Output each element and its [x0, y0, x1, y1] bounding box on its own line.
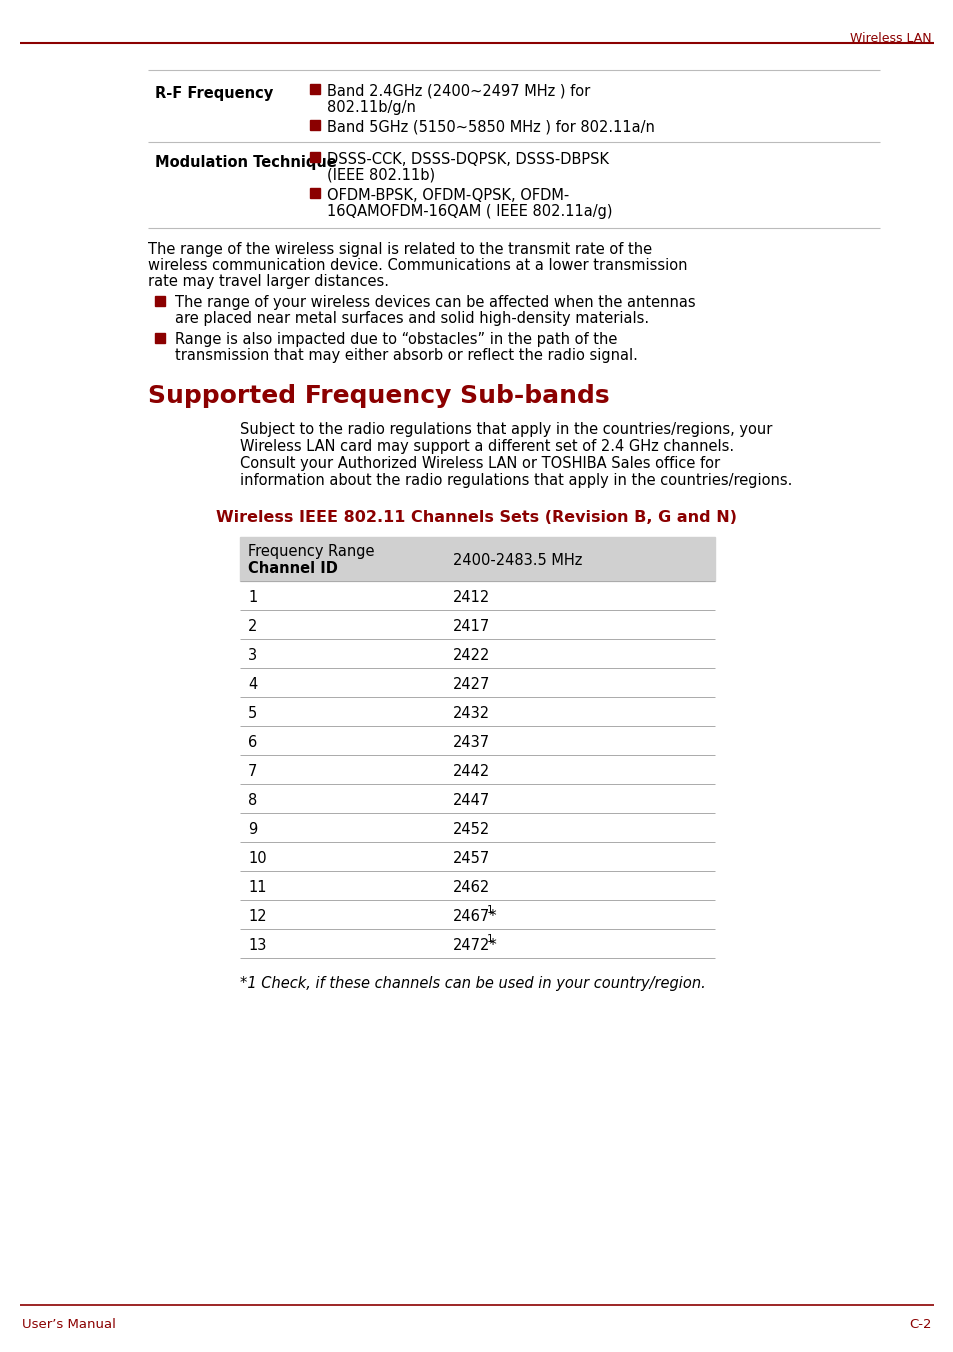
- Text: 2437: 2437: [453, 735, 490, 750]
- Text: The range of your wireless devices can be affected when the antennas: The range of your wireless devices can b…: [174, 295, 695, 310]
- Text: wireless communication device. Communications at a lower transmission: wireless communication device. Communica…: [148, 258, 687, 273]
- Text: 2427: 2427: [453, 677, 490, 692]
- Text: OFDM-BPSK, OFDM-QPSK, OFDM-: OFDM-BPSK, OFDM-QPSK, OFDM-: [327, 188, 569, 203]
- Text: 13: 13: [248, 938, 266, 953]
- Text: Consult your Authorized Wireless LAN or TOSHIBA Sales office for: Consult your Authorized Wireless LAN or …: [240, 456, 720, 470]
- Text: 2467*: 2467*: [453, 909, 497, 923]
- Text: 2417: 2417: [453, 619, 490, 634]
- Text: 1: 1: [486, 904, 493, 915]
- Text: DSSS-CCK, DSSS-DQPSK, DSSS-DBPSK: DSSS-CCK, DSSS-DQPSK, DSSS-DBPSK: [327, 151, 608, 168]
- Text: 2457: 2457: [453, 850, 490, 867]
- Text: are placed near metal surfaces and solid high-density materials.: are placed near metal surfaces and solid…: [174, 311, 648, 326]
- Text: 2432: 2432: [453, 706, 490, 721]
- Text: C-2: C-2: [908, 1318, 931, 1330]
- Text: Modulation Technique: Modulation Technique: [154, 155, 336, 170]
- Text: 10: 10: [248, 850, 266, 867]
- Bar: [310, 151, 319, 162]
- Text: (IEEE 802.11b): (IEEE 802.11b): [327, 168, 435, 183]
- Text: 2472*: 2472*: [453, 938, 497, 953]
- Text: 2400-2483.5 MHz: 2400-2483.5 MHz: [453, 553, 581, 568]
- Text: 2412: 2412: [453, 589, 490, 604]
- Text: *1 Check, if these channels can be used in your country/region.: *1 Check, if these channels can be used …: [240, 976, 705, 991]
- Text: 9: 9: [248, 822, 257, 837]
- Text: Subject to the radio regulations that apply in the countries/regions, your: Subject to the radio regulations that ap…: [240, 422, 772, 437]
- Bar: [310, 120, 319, 130]
- Text: 8: 8: [248, 794, 257, 808]
- Text: 2442: 2442: [453, 764, 490, 779]
- Text: Band 2.4GHz (2400~2497 MHz ) for: Band 2.4GHz (2400~2497 MHz ) for: [327, 82, 590, 97]
- Text: Band 5GHz (5150~5850 MHz ) for 802.11a/n: Band 5GHz (5150~5850 MHz ) for 802.11a/n: [327, 119, 654, 134]
- Text: Range is also impacted due to “obstacles” in the path of the: Range is also impacted due to “obstacles…: [174, 333, 617, 347]
- Text: information about the radio regulations that apply in the countries/regions.: information about the radio regulations …: [240, 473, 792, 488]
- Text: Wireless IEEE 802.11 Channels Sets (Revision B, G and N): Wireless IEEE 802.11 Channels Sets (Revi…: [216, 510, 737, 525]
- Bar: [154, 296, 165, 306]
- Bar: [240, 537, 714, 581]
- Text: 2452: 2452: [453, 822, 490, 837]
- Text: 2422: 2422: [453, 648, 490, 662]
- Text: rate may travel larger distances.: rate may travel larger distances.: [148, 274, 389, 289]
- Text: Wireless LAN: Wireless LAN: [849, 32, 931, 45]
- Text: 7: 7: [248, 764, 257, 779]
- Text: 802.11b/g/n: 802.11b/g/n: [327, 100, 416, 115]
- Text: transmission that may either absorb or reflect the radio signal.: transmission that may either absorb or r…: [174, 347, 638, 362]
- Bar: [310, 84, 319, 95]
- Text: 11: 11: [248, 880, 266, 895]
- Text: 6: 6: [248, 735, 257, 750]
- Text: 1: 1: [248, 589, 257, 604]
- Text: 16QAMOFDM-16QAM ( IEEE 802.11a/g): 16QAMOFDM-16QAM ( IEEE 802.11a/g): [327, 204, 612, 219]
- Text: Channel ID: Channel ID: [248, 561, 337, 576]
- Text: User’s Manual: User’s Manual: [22, 1318, 115, 1330]
- Text: Frequency Range: Frequency Range: [248, 544, 375, 558]
- Text: R-F Frequency: R-F Frequency: [154, 87, 273, 101]
- Text: 2: 2: [248, 619, 257, 634]
- Text: 2462: 2462: [453, 880, 490, 895]
- Text: 3: 3: [248, 648, 257, 662]
- Bar: [154, 333, 165, 343]
- Text: 12: 12: [248, 909, 266, 923]
- Text: 1: 1: [486, 934, 493, 944]
- Text: 2447: 2447: [453, 794, 490, 808]
- Text: The range of the wireless signal is related to the transmit rate of the: The range of the wireless signal is rela…: [148, 242, 652, 257]
- Text: 4: 4: [248, 677, 257, 692]
- Text: 5: 5: [248, 706, 257, 721]
- Text: Wireless LAN card may support a different set of 2.4 GHz channels.: Wireless LAN card may support a differen…: [240, 439, 734, 454]
- Bar: [310, 188, 319, 197]
- Text: Supported Frequency Sub-bands: Supported Frequency Sub-bands: [148, 384, 609, 408]
